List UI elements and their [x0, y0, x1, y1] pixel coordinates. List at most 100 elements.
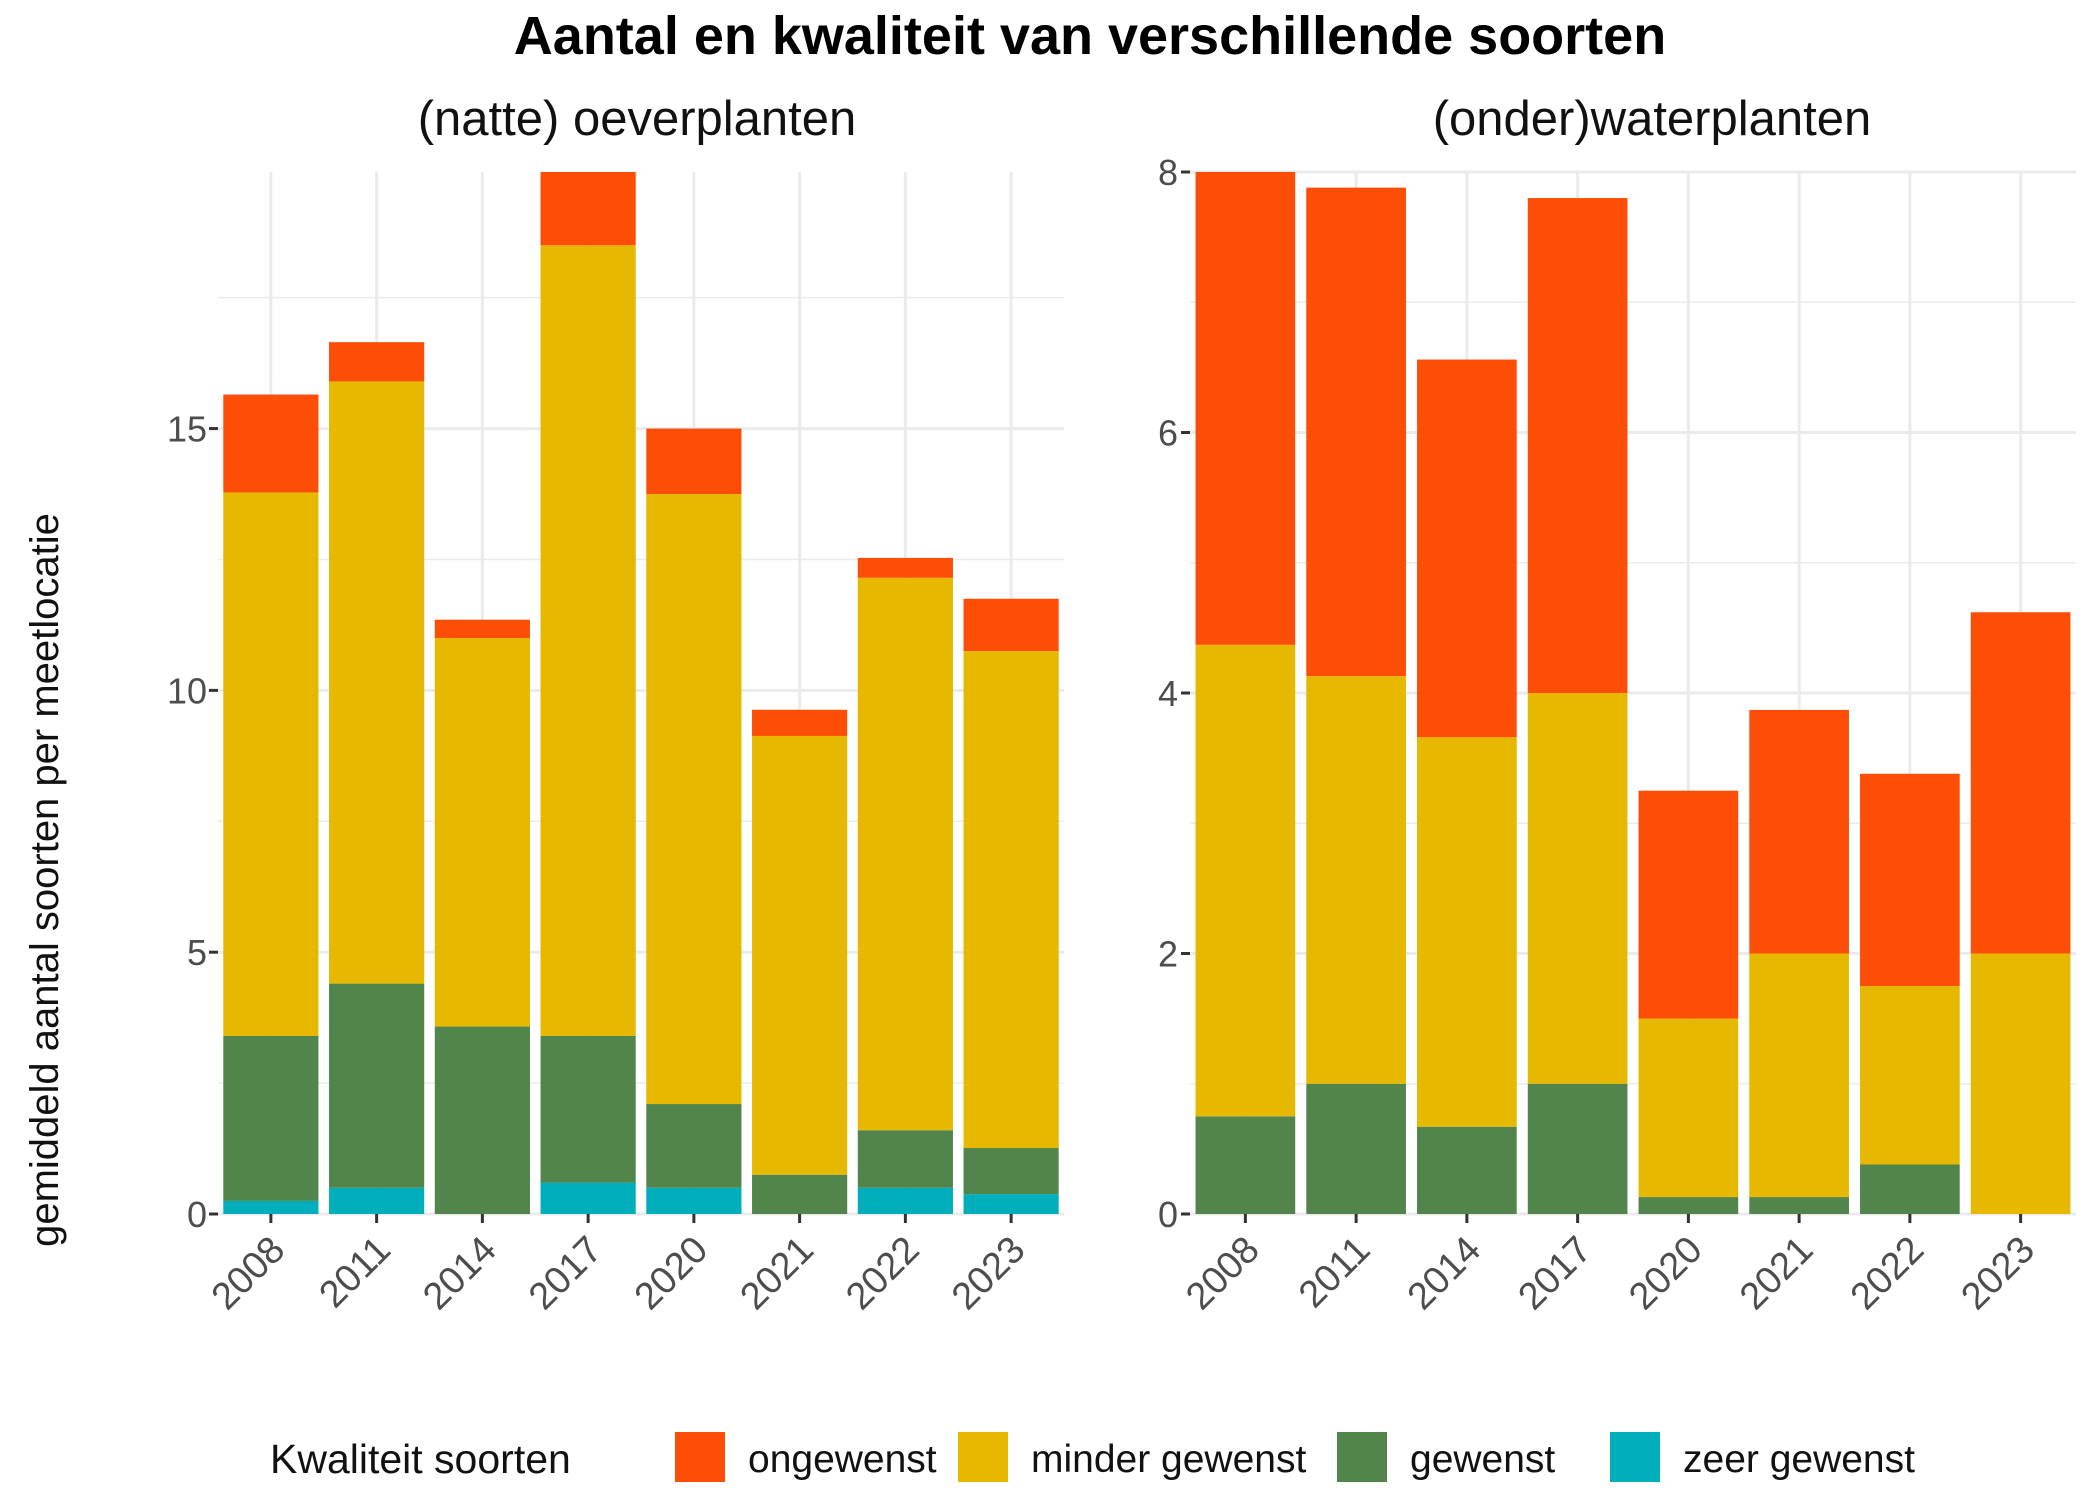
- legend-swatch: [958, 1432, 1008, 1482]
- y-tick-label: 2: [1158, 934, 1178, 975]
- bar-segment-minder-gewenst-2011: [1306, 676, 1406, 1084]
- bar-segment-zeer-gewenst-2020: [646, 1187, 742, 1214]
- bar-segment-minder-gewenst-2008: [223, 492, 319, 1036]
- panel-2: (onder)waterplanten 0 2 4 6 8 2008 2011 2014 2017…: [1158, 92, 2076, 1318]
- bar-segment-ongewenst-2008: [223, 394, 319, 493]
- bar-segment-minder-gewenst-2020: [1638, 1018, 1739, 1198]
- legend-item-ongewenst: ongewenst: [675, 1432, 937, 1482]
- bar-segment-gewenst-2008: [223, 1035, 319, 1201]
- y-tick-label: 6: [1158, 413, 1178, 454]
- bar-segment-minder-gewenst-2023: [963, 651, 1059, 1149]
- x-tick-label: 2008: [1178, 1229, 1267, 1318]
- bar-segment-gewenst-2020: [646, 1104, 742, 1188]
- x-tick-label: 2020: [1621, 1229, 1710, 1318]
- panel-title: (onder)waterplanten: [1433, 92, 1872, 146]
- panel-title: (natte) oeverplanten: [418, 92, 857, 146]
- bar-segment-minder-gewenst-2014: [1417, 737, 1517, 1127]
- bar-segment-gewenst-2022: [857, 1130, 953, 1188]
- bars: [223, 172, 1059, 1214]
- y-tick-label: 4: [1158, 673, 1178, 714]
- bar-segment-minder-gewenst-2021: [752, 735, 848, 1175]
- bar-segment-gewenst-2017: [1527, 1083, 1628, 1214]
- legend-item-zeer-gewenst: zeer gewenst: [1610, 1432, 1915, 1482]
- legend-title: Kwaliteit soorten: [270, 1436, 571, 1482]
- bar-segment-ongewenst-2022: [857, 557, 953, 578]
- bar-segment-minder-gewenst-2011: [329, 381, 425, 984]
- bar-segment-ongewenst-2011: [329, 342, 425, 382]
- bar-segment-ongewenst-2014: [1417, 359, 1517, 738]
- bar-segment-ongewenst-2023: [1970, 612, 2071, 954]
- bar-segment-minder-gewenst-2008: [1195, 644, 1296, 1117]
- chart-title: Aantal en kwaliteit van verschillende so…: [514, 6, 1666, 66]
- bar-segment-gewenst-2020: [1638, 1197, 1739, 1214]
- bar-segment-minder-gewenst-2020: [646, 494, 742, 1105]
- y-tick-label: 8: [1158, 152, 1178, 193]
- bar-segment-zeer-gewenst-2023: [963, 1194, 1059, 1214]
- bar-segment-minder-gewenst-2022: [1860, 986, 1960, 1165]
- legend-swatch: [675, 1432, 725, 1482]
- bar-segment-gewenst-2022: [1860, 1164, 1960, 1214]
- bar-segment-gewenst-2014: [1417, 1126, 1517, 1214]
- x-axis: 2008 2011 2014 2017 2020 2021 2022 2023: [204, 1214, 1033, 1318]
- bar-segment-minder-gewenst-2017: [540, 245, 636, 1036]
- bar-segment-gewenst-2021: [1749, 1197, 1849, 1214]
- bars: [1195, 172, 2071, 1214]
- bar-segment-zeer-gewenst-2022: [857, 1187, 953, 1214]
- bar-segment-zeer-gewenst-2017: [540, 1182, 636, 1214]
- y-tick-label: 5: [187, 932, 207, 973]
- legend-item-gewenst: gewenst: [1337, 1432, 1555, 1482]
- x-tick-label: 2011: [312, 1229, 399, 1316]
- bar-segment-gewenst-2023: [963, 1148, 1059, 1195]
- x-tick-label: 2011: [1291, 1229, 1378, 1316]
- bar-segment-zeer-gewenst-2011: [329, 1187, 425, 1214]
- legend: ongewenst minder gewenst gewenst zeer gewen…: [675, 1432, 1915, 1482]
- bar-segment-ongewenst-2021: [1749, 709, 1849, 954]
- x-tick-label: 2008: [204, 1229, 293, 1318]
- legend-label: ongewenst: [748, 1438, 937, 1481]
- bar-segment-gewenst-2008: [1195, 1116, 1296, 1214]
- bar-segment-ongewenst-2017: [540, 172, 636, 246]
- bar-segment-minder-gewenst-2017: [1527, 693, 1628, 1084]
- bar-segment-ongewenst-2017: [1527, 198, 1628, 694]
- x-tick-label: 2020: [627, 1229, 716, 1318]
- x-tick-label: 2022: [1843, 1229, 1932, 1318]
- bar-segment-ongewenst-2021: [752, 709, 848, 736]
- y-tick-label: 0: [187, 1194, 207, 1235]
- legend-label: gewenst: [1410, 1438, 1555, 1481]
- legend-swatch: [1610, 1432, 1660, 1482]
- x-tick-label: 2021: [733, 1229, 822, 1318]
- y-tick-label: 15: [167, 409, 207, 450]
- x-tick-label: 2021: [1732, 1229, 1821, 1318]
- bar-segment-ongewenst-2022: [1860, 773, 1960, 987]
- bar-segment-ongewenst-2020: [1638, 790, 1739, 1019]
- bar-segment-gewenst-2014: [434, 1026, 530, 1214]
- bar-segment-gewenst-2021: [752, 1174, 848, 1214]
- legend-swatch: [1337, 1432, 1387, 1482]
- y-tick-label: 10: [167, 670, 207, 711]
- legend-item-minder-gewenst: minder gewenst: [958, 1432, 1306, 1482]
- bar-segment-minder-gewenst-2023: [1970, 953, 2071, 1214]
- x-tick-label: 2014: [415, 1229, 504, 1318]
- bar-segment-ongewenst-2008: [1195, 172, 1296, 645]
- y-axis: 0 2 4 6 8: [1158, 152, 1190, 1235]
- bar-segment-minder-gewenst-2022: [857, 577, 953, 1131]
- x-tick-label: 2022: [838, 1229, 927, 1318]
- bar-segment-ongewenst-2014: [434, 619, 530, 639]
- x-tick-label: 2023: [944, 1229, 1033, 1318]
- x-tick-label: 2017: [521, 1229, 610, 1318]
- bar-segment-gewenst-2017: [540, 1035, 636, 1183]
- bar-segment-zeer-gewenst-2008: [223, 1200, 319, 1214]
- bar-segment-ongewenst-2023: [963, 598, 1059, 652]
- y-tick-label: 0: [1158, 1194, 1178, 1235]
- bar-segment-gewenst-2011: [1306, 1083, 1406, 1214]
- y-axis-label: gemiddeld aantal soorten per meetlocatie: [23, 513, 67, 1247]
- x-tick-label: 2014: [1400, 1229, 1489, 1318]
- bar-segment-minder-gewenst-2021: [1749, 953, 1849, 1198]
- bar-segment-ongewenst-2020: [646, 428, 742, 495]
- x-tick-label: 2017: [1511, 1229, 1600, 1318]
- bar-segment-gewenst-2011: [329, 983, 425, 1188]
